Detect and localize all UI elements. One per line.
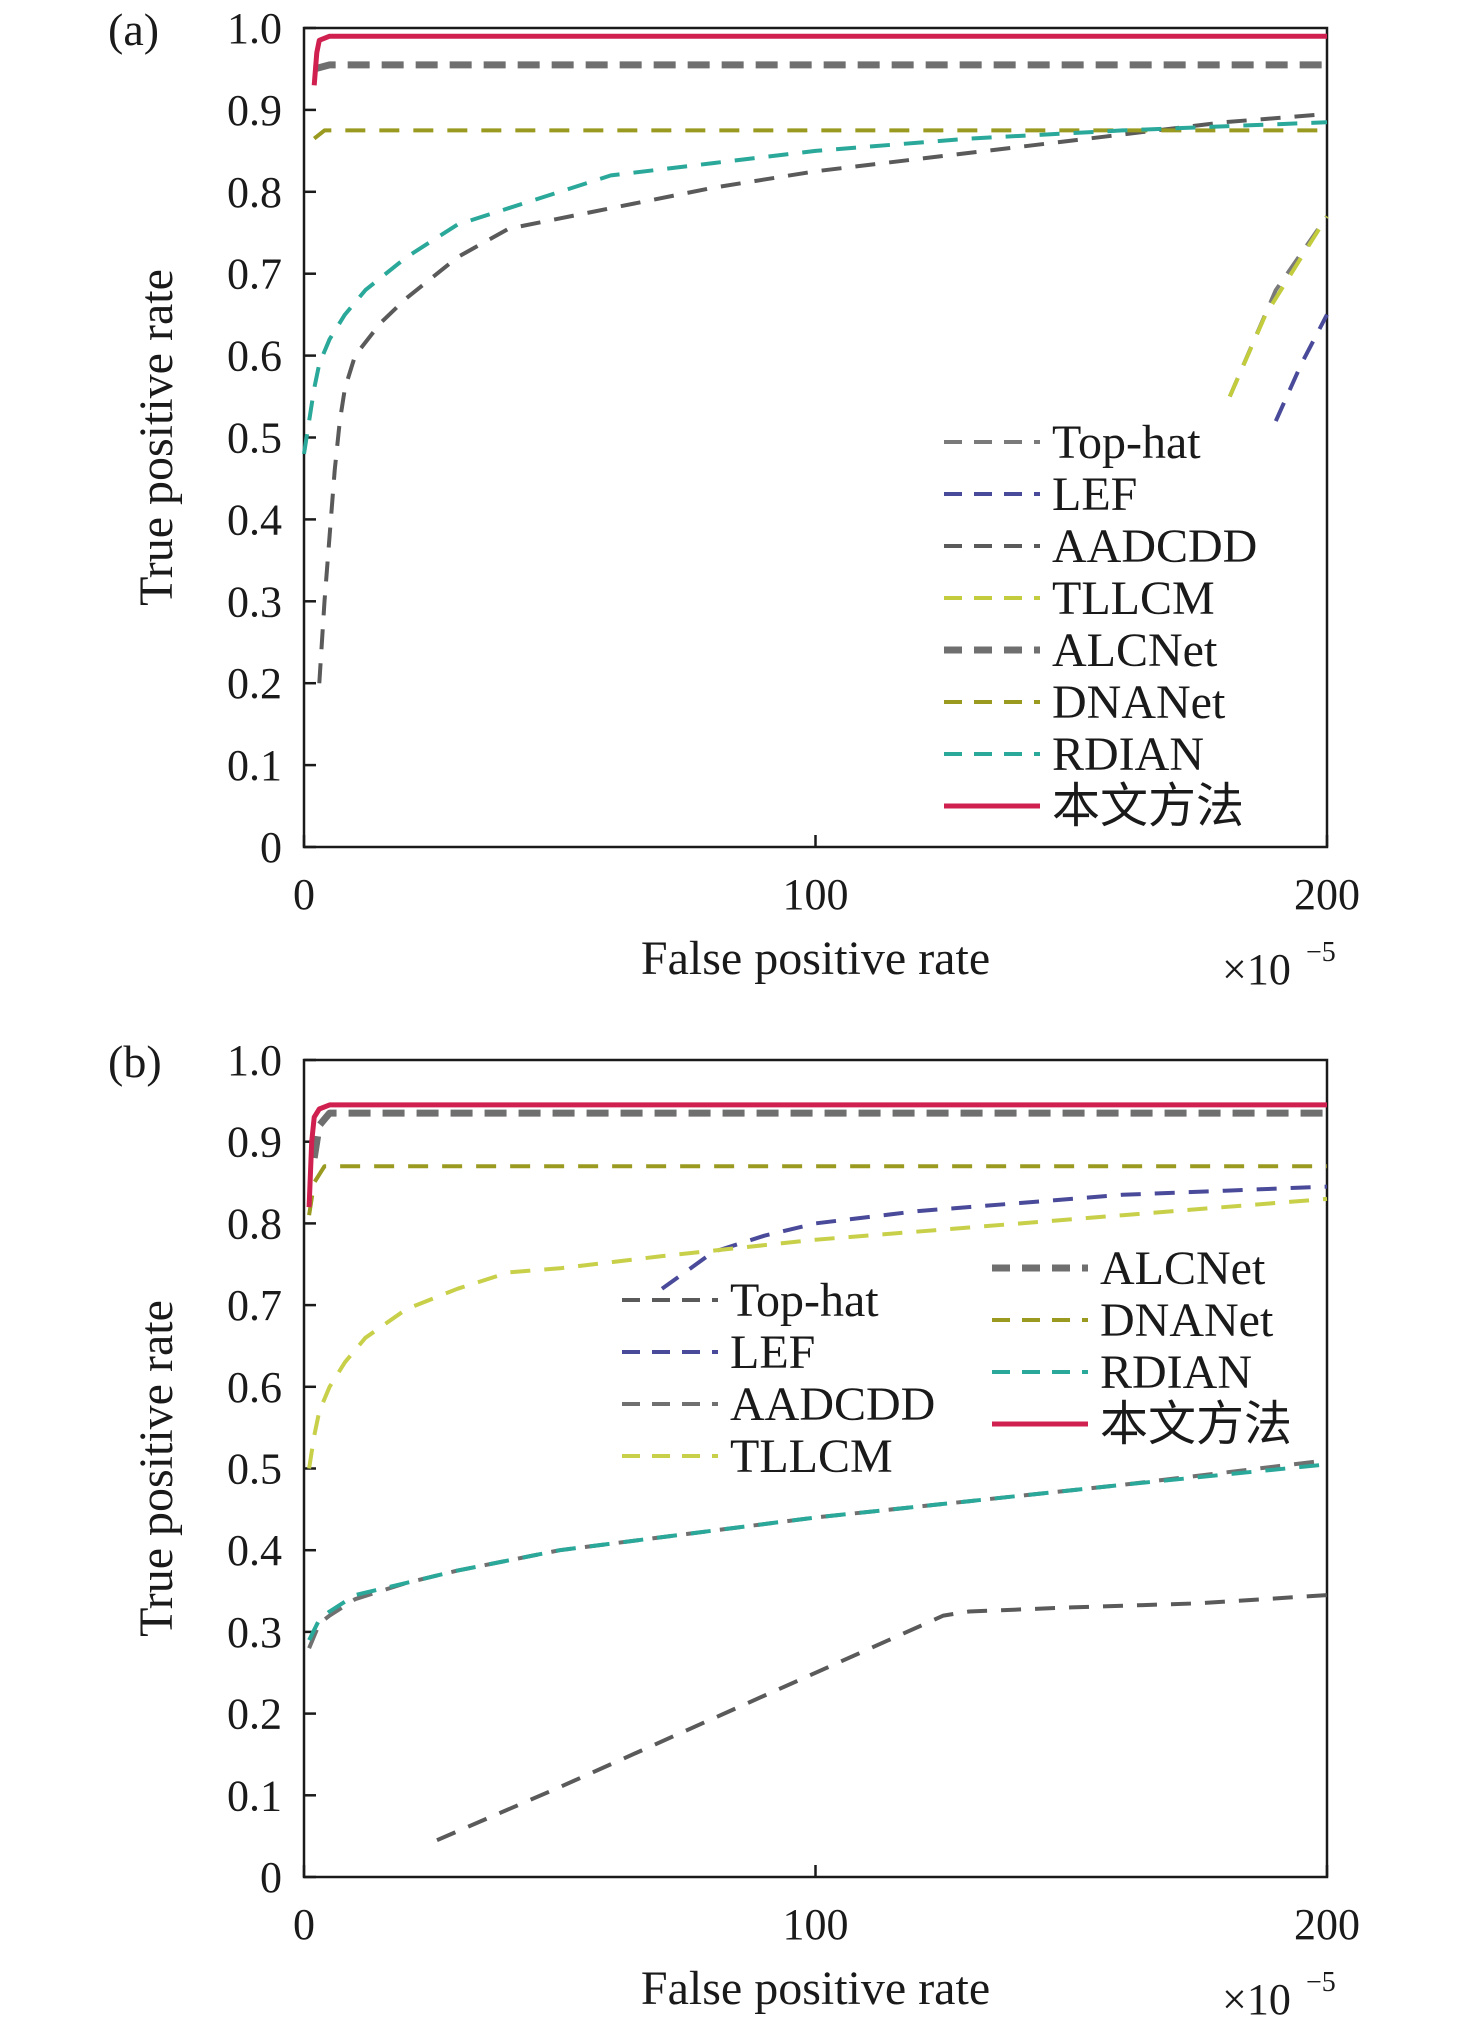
legend: Top-hatLEFAADCDDTLLCMALCNetDNANetRDIAN本文… [944, 416, 1257, 833]
legend-label: RDIAN [1052, 728, 1204, 781]
legend-label: 本文方法 [1052, 780, 1244, 833]
y-tick-label: 0 [260, 823, 282, 872]
x-tick-label: 200 [1294, 1900, 1360, 1949]
legend-label: TLLCM [1052, 572, 1215, 625]
x-multiplier: ×10 [1222, 945, 1291, 994]
y-tick-label: 0.9 [227, 86, 282, 135]
legend-label: Top-hat [730, 1274, 879, 1327]
series-line-tllcm [1227, 215, 1329, 398]
y-tick-label: 0.9 [227, 1118, 282, 1167]
y-tick-label: 0.5 [227, 414, 282, 463]
series-line-rdian [302, 120, 1328, 455]
x-axis-title: False positive rate [641, 932, 990, 985]
legend-label: LEF [730, 1326, 815, 1379]
x-tick-label: 200 [1294, 870, 1360, 919]
legend-label: DNANet [1100, 1294, 1274, 1347]
series-line-lef [660, 1184, 1328, 1291]
series-line-alcnet [310, 1109, 1327, 1159]
y-tick-label: 0.7 [227, 250, 282, 299]
x-tick-label: 0 [293, 1900, 315, 1949]
series-line-aadcdd [317, 112, 1328, 684]
y-tick-label: 0.4 [227, 1526, 282, 1575]
y-tick-label: 0.1 [227, 741, 282, 790]
series-line-dnanet [307, 1164, 1327, 1216]
legend-label: ALCNet [1100, 1242, 1266, 1295]
x-multiplier: ×10 [1222, 1975, 1291, 2024]
y-tick-label: 1.0 [227, 4, 282, 53]
series-line-lef [1273, 313, 1329, 422]
y-tick-label: 0.2 [227, 1690, 282, 1739]
series-line-rdian [307, 1462, 1328, 1641]
y-tick-label: 0.3 [227, 1608, 282, 1657]
series-line-top-hat [436, 1593, 1328, 1843]
legend-label: DNANet [1052, 676, 1226, 729]
legend-label: RDIAN [1100, 1346, 1252, 1399]
y-axis-title: True positive rate [130, 269, 183, 606]
legend-label: TLLCM [730, 1430, 893, 1483]
y-tick-label: 0.8 [227, 168, 282, 217]
panel-label: (a) [108, 4, 159, 55]
legend-label: AADCDD [1052, 520, 1257, 573]
series-line-tllcm [307, 1196, 1328, 1469]
x-multiplier-exponent: −5 [1306, 937, 1336, 968]
y-axis-title: True positive rate [130, 1300, 183, 1637]
series-line-aadcdd [307, 1458, 1328, 1649]
y-tick-label: 0.6 [227, 332, 282, 381]
series-line-dnanet [312, 128, 1327, 141]
y-tick-label: 0.7 [227, 1281, 282, 1330]
y-tick-label: 0 [260, 1853, 282, 1902]
legend-label: Top-hat [1052, 416, 1201, 469]
x-tick-label: 100 [783, 1900, 849, 1949]
y-tick-label: 1.0 [227, 1036, 282, 1085]
legend-label: AADCDD [730, 1378, 935, 1431]
y-tick-label: 0.2 [227, 659, 282, 708]
y-tick-label: 0.5 [227, 1445, 282, 1494]
legend-label: ALCNet [1052, 624, 1218, 677]
y-tick-label: 0.3 [227, 577, 282, 626]
series-line-alcnet [313, 61, 1327, 73]
x-axis-title: False positive rate [641, 1962, 990, 2015]
x-tick-label: 100 [783, 870, 849, 919]
y-tick-label: 0.1 [227, 1771, 282, 1820]
chart-panel-a: 0 0.1 0.2 0.3 0.4 0.5 0.6 0.7 0.8 0.9 1.0 0 100 200 Fa… [108, 4, 1360, 994]
x-multiplier-exponent: −5 [1306, 1967, 1336, 1998]
x-tick-label: 0 [293, 870, 315, 919]
y-tick-label: 0.8 [227, 1199, 282, 1248]
y-tick-label: 0.6 [227, 1363, 282, 1412]
series-line- [306, 1102, 1327, 1208]
panel-label: (b) [108, 1036, 162, 1087]
legend-label: 本文方法 [1100, 1398, 1292, 1451]
series-line- [311, 33, 1327, 86]
chart-panel-b: 0 0.1 0.2 0.3 0.4 0.5 0.6 0.7 0.8 0.9 1.0 0 100 200 Fa… [108, 1036, 1360, 2024]
y-tick-label: 0.4 [227, 495, 282, 544]
legend-label: LEF [1052, 468, 1137, 521]
